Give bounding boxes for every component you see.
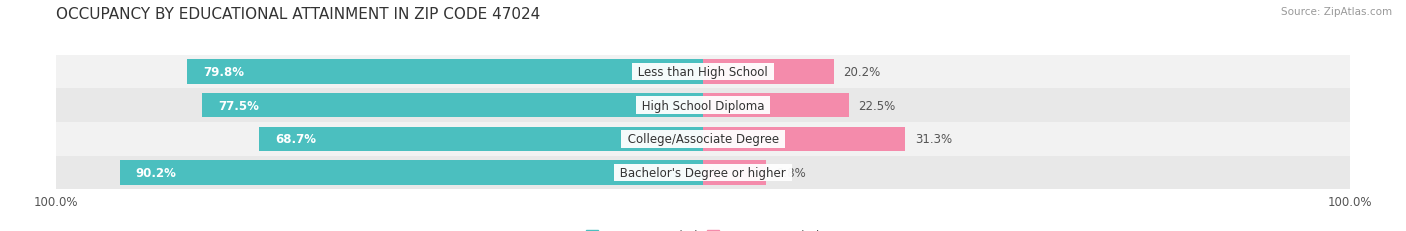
Text: 20.2%: 20.2%	[844, 66, 880, 79]
Bar	[202, 94, 703, 118]
Text: Source: ZipAtlas.com: Source: ZipAtlas.com	[1281, 7, 1392, 17]
Bar	[703, 94, 849, 118]
Text: Less than High School: Less than High School	[634, 66, 772, 79]
Text: 31.3%: 31.3%	[915, 133, 952, 146]
Bar	[187, 60, 703, 84]
Bar	[56, 122, 1350, 156]
Bar	[120, 161, 703, 185]
Bar	[56, 89, 1350, 122]
Bar	[703, 161, 766, 185]
Text: 22.5%: 22.5%	[858, 99, 896, 112]
Text: 68.7%: 68.7%	[274, 133, 316, 146]
Text: 77.5%: 77.5%	[218, 99, 259, 112]
Bar	[703, 127, 905, 151]
Text: 79.8%: 79.8%	[202, 66, 245, 79]
Legend: Owner-occupied, Renter-occupied: Owner-occupied, Renter-occupied	[581, 225, 825, 231]
Text: 9.8%: 9.8%	[776, 166, 806, 179]
Text: OCCUPANCY BY EDUCATIONAL ATTAINMENT IN ZIP CODE 47024: OCCUPANCY BY EDUCATIONAL ATTAINMENT IN Z…	[56, 7, 540, 22]
Bar	[259, 127, 703, 151]
Bar	[56, 55, 1350, 89]
Text: College/Associate Degree: College/Associate Degree	[624, 133, 782, 146]
Bar	[703, 60, 834, 84]
Bar	[56, 156, 1350, 189]
Text: Bachelor's Degree or higher: Bachelor's Degree or higher	[616, 166, 790, 179]
Text: 90.2%: 90.2%	[136, 166, 177, 179]
Text: High School Diploma: High School Diploma	[638, 99, 768, 112]
